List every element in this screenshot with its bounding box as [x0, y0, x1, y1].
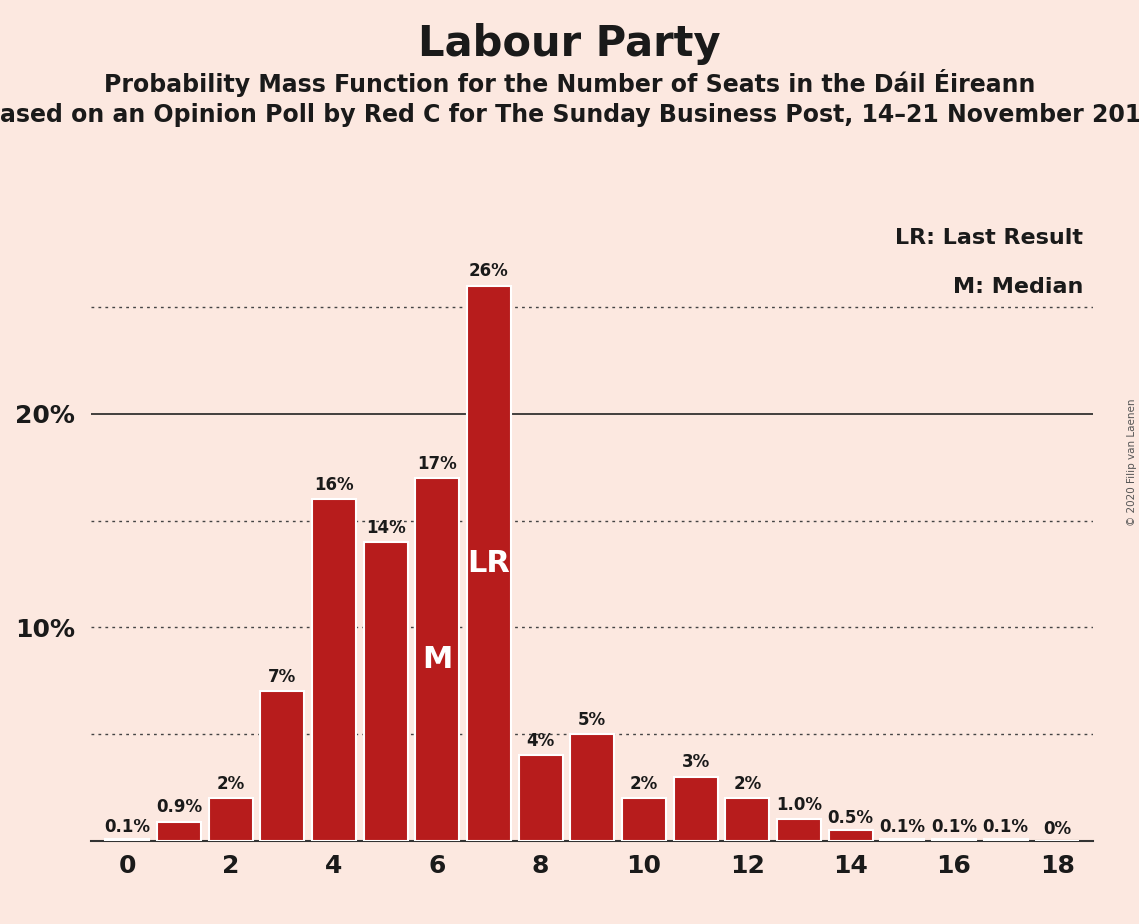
Bar — [105, 839, 149, 841]
Bar — [312, 499, 355, 841]
Text: Based on an Opinion Poll by Red C for The Sunday Business Post, 14–21 November 2: Based on an Opinion Poll by Red C for Th… — [0, 103, 1139, 128]
Bar — [726, 798, 769, 841]
Text: 5%: 5% — [579, 711, 606, 729]
Text: 0%: 0% — [1043, 820, 1072, 838]
Bar — [571, 734, 614, 841]
Text: 0.1%: 0.1% — [105, 818, 150, 835]
Text: 0.1%: 0.1% — [931, 818, 977, 835]
Bar — [157, 821, 200, 841]
Text: LR: Last Result: LR: Last Result — [895, 228, 1083, 248]
Text: 0.1%: 0.1% — [879, 818, 925, 835]
Bar — [467, 286, 511, 841]
Text: 4%: 4% — [526, 732, 555, 750]
Bar — [622, 798, 666, 841]
Text: © 2020 Filip van Laenen: © 2020 Filip van Laenen — [1126, 398, 1137, 526]
Text: Probability Mass Function for the Number of Seats in the Dáil Éireann: Probability Mass Function for the Number… — [104, 69, 1035, 97]
Text: 16%: 16% — [314, 476, 354, 494]
Text: 2%: 2% — [216, 775, 245, 793]
Bar — [261, 691, 304, 841]
Text: 0.1%: 0.1% — [983, 818, 1029, 835]
Bar — [984, 839, 1027, 841]
Text: 3%: 3% — [681, 753, 710, 772]
Text: 14%: 14% — [366, 518, 405, 537]
Bar — [673, 777, 718, 841]
Bar — [416, 478, 459, 841]
Bar — [518, 756, 563, 841]
Bar — [777, 820, 821, 841]
Text: M: M — [423, 645, 452, 674]
Text: 0.9%: 0.9% — [156, 798, 202, 816]
Text: 0.5%: 0.5% — [828, 809, 874, 827]
Bar — [932, 839, 976, 841]
Text: 2%: 2% — [734, 775, 761, 793]
Text: 17%: 17% — [417, 455, 457, 472]
Text: Labour Party: Labour Party — [418, 23, 721, 65]
Text: M: Median: M: Median — [953, 277, 1083, 298]
Text: 2%: 2% — [630, 775, 658, 793]
Text: 26%: 26% — [469, 262, 509, 281]
Bar — [363, 542, 408, 841]
Bar — [829, 830, 872, 841]
Bar — [208, 798, 253, 841]
Text: 7%: 7% — [268, 668, 296, 686]
Text: 1.0%: 1.0% — [776, 796, 822, 814]
Bar — [880, 839, 924, 841]
Text: LR: LR — [467, 549, 510, 578]
